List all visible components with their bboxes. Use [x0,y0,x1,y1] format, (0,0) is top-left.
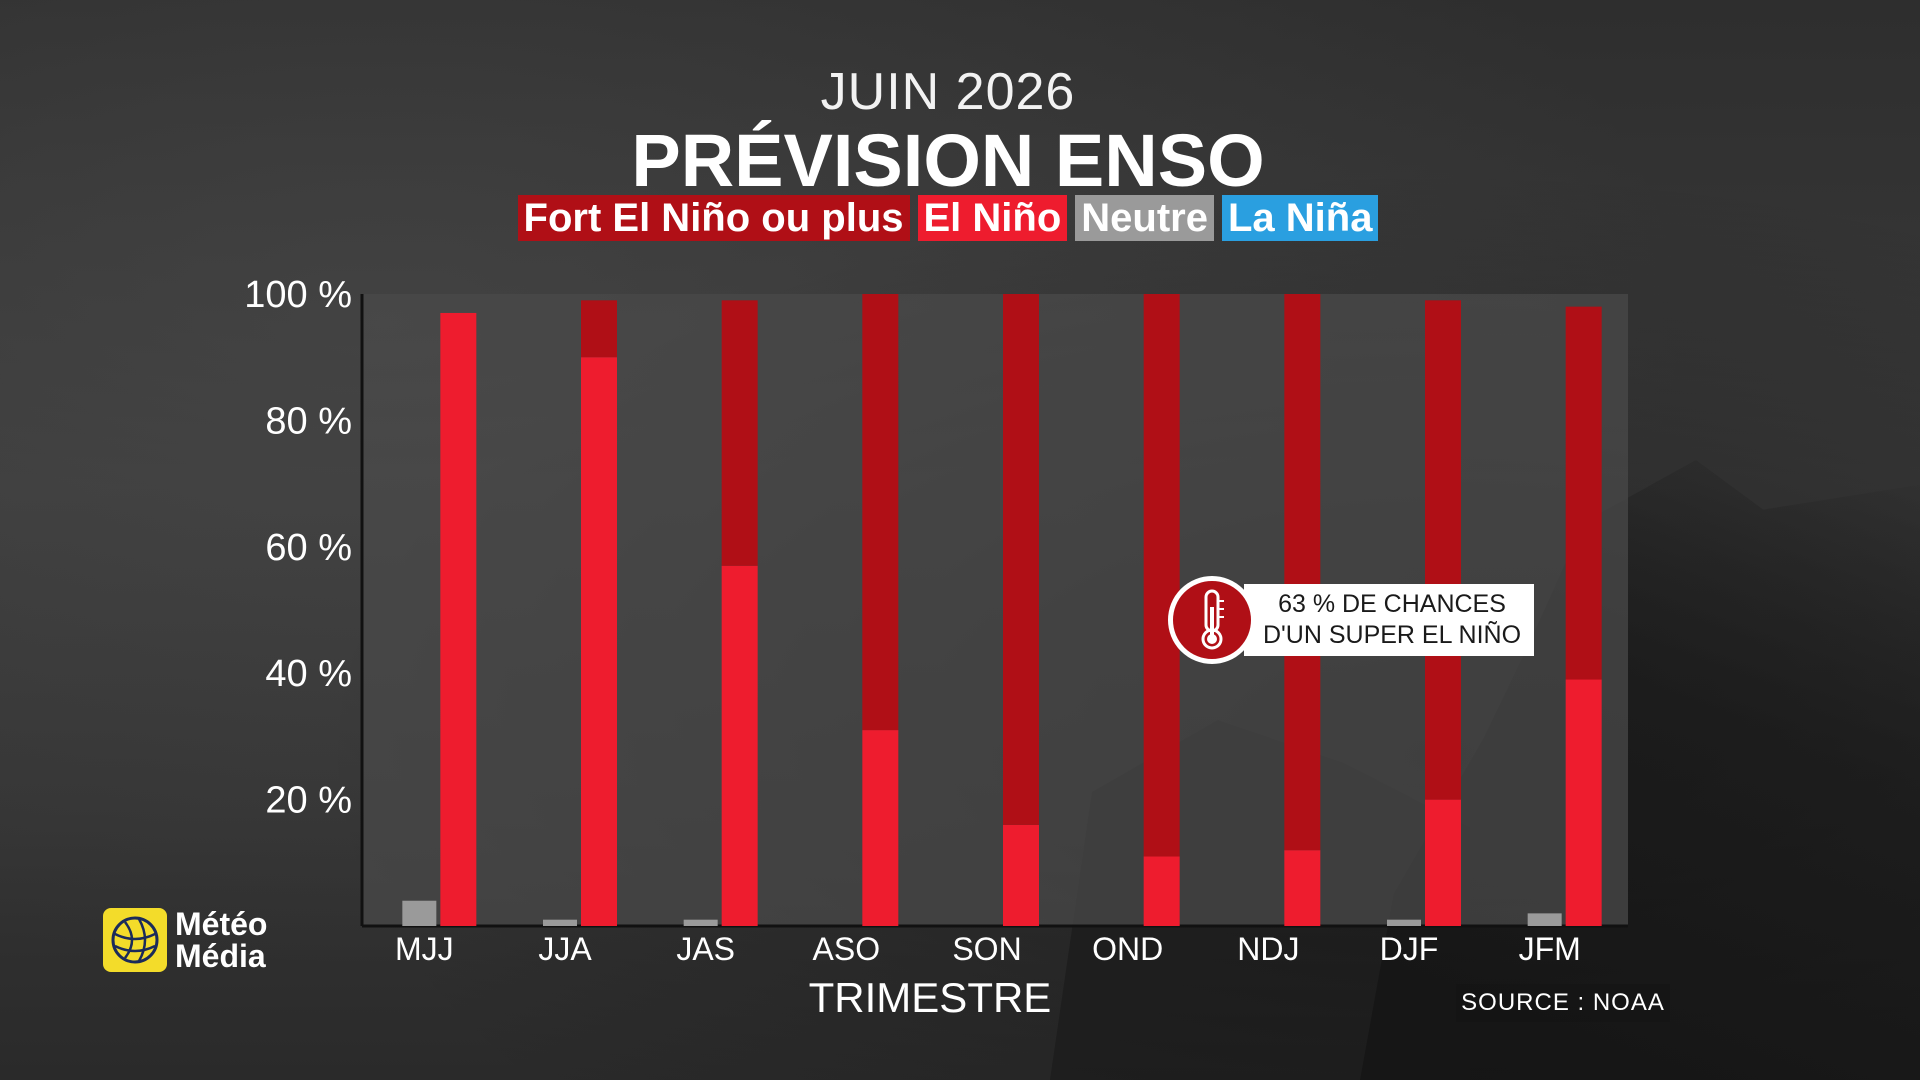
x-tick-label: NDJ [1237,931,1299,967]
callout-line-1: 63 % DE CHANCES [1278,590,1506,618]
bar-neutral [1527,913,1562,926]
logo-line-2: Média [175,938,266,974]
legend-item-el-nino: El Niño [917,195,1068,241]
super-el-nino-callout: 63 % DE CHANCES D'UN SUPER EL NIÑO [1168,576,1534,664]
bar-neutral [543,919,577,926]
bar-el-nino [1425,799,1461,926]
bar-strong-el-nino [1143,294,1180,857]
globe-icon [103,908,167,972]
chart-subtitle: JUIN 2026 [820,63,1076,121]
thermometer-icon [1168,576,1256,664]
x-tick-label: MJJ [395,931,454,967]
x-tick-label: SON [952,931,1021,967]
bar-el-nino [1565,679,1602,926]
bar-strong-el-nino [581,300,617,358]
callout-line-2: D'UN SUPER EL NIÑO [1262,621,1522,649]
legend: Fort El Niño ou plus El Niño Neutre La N… [0,195,1896,241]
y-tick-label: 20 % [265,780,352,822]
x-axis-title: TRIMESTRE [809,974,1052,1021]
bar-el-nino [440,312,477,927]
logo-text: Météo Média [175,908,267,972]
y-tick-label: 80 % [265,400,352,442]
bar-el-nino [581,357,617,926]
x-tick-label: ASO [813,931,881,967]
bar-strong-el-nino [1284,294,1321,851]
bar-strong-el-nino [721,300,758,566]
bar-strong-el-nino [862,294,899,731]
bar-neutral [402,900,437,926]
bar-neutral [1387,919,1421,926]
legend-item-la-nina: La Niña [1221,195,1379,241]
logo-line-1: Météo [175,906,268,942]
x-tick-label: OND [1092,931,1163,967]
bar-strong-el-nino [1565,306,1602,680]
y-tick-label: 100 % [244,274,352,316]
bar-el-nino [862,730,899,926]
bar-el-nino [721,565,758,926]
x-tick-label: DJF [1380,931,1439,967]
x-tick-label: JAS [676,931,735,967]
legend-item-strong-el-nino: Fort El Niño ou plus [517,195,910,241]
chart-title: PRÉVISION ENSO [631,119,1265,202]
meteomedia-logo: Météo Média [103,908,267,972]
bar-strong-el-nino [1425,300,1461,800]
legend-item-neutral: Neutre [1075,195,1214,241]
bar-neutral [683,919,718,926]
x-tick-label: JJA [538,931,592,967]
bar-strong-el-nino [1003,294,1039,825]
bar-el-nino [1284,850,1321,926]
bar-el-nino [1143,856,1180,926]
callout-text-box: 63 % DE CHANCES D'UN SUPER EL NIÑO [1244,584,1534,656]
source-label: SOURCE : NOAA [1456,984,1670,1022]
y-tick-label: 60 % [265,527,352,569]
y-tick-label: 40 % [265,653,352,695]
bar-el-nino [1003,824,1039,926]
x-tick-label: JFM [1519,931,1581,967]
